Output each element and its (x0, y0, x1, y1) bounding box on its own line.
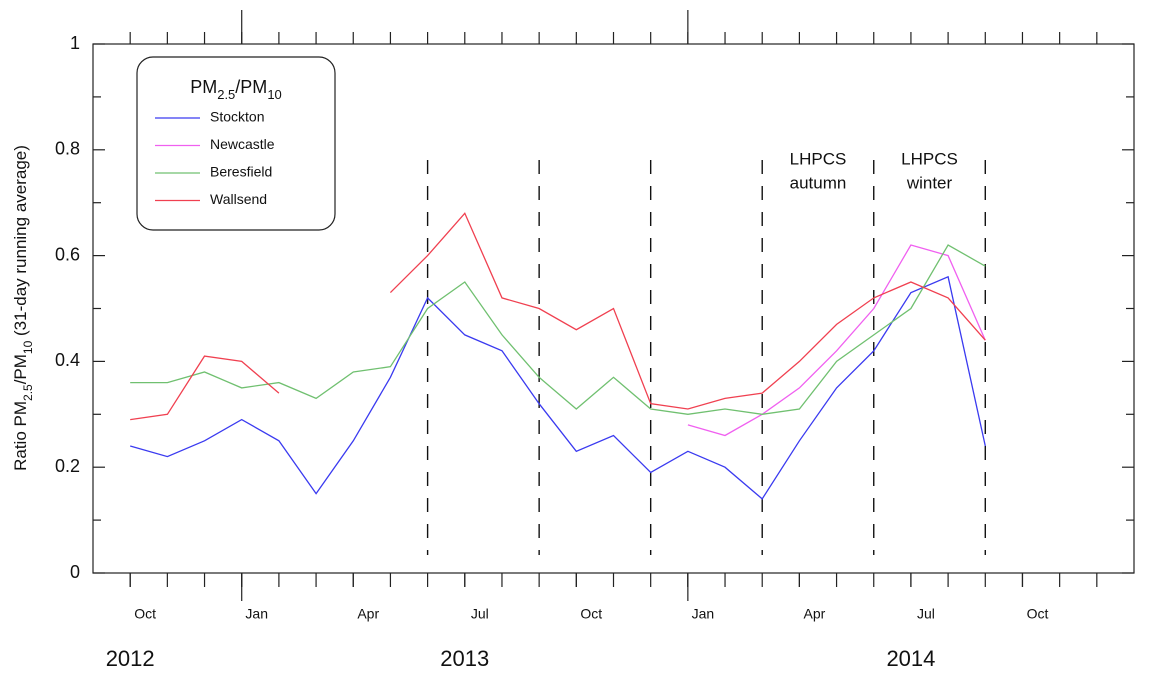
x-tick-label: Jan (245, 606, 268, 622)
x-tick-label: Apr (803, 606, 825, 622)
legend-title-part: /PM (235, 77, 267, 97)
y-tick-label: 0.6 (55, 244, 80, 264)
legend-title-part: PM (190, 77, 217, 97)
series-line (130, 355, 280, 421)
x-tick-label: Oct (1027, 606, 1049, 622)
series-line (130, 275, 986, 500)
y-tick-label: 1 (70, 33, 80, 53)
y-axis-label-part: 10 (21, 340, 35, 354)
annotation: LHPCS (901, 149, 958, 168)
annotation: LHPCS (790, 149, 847, 168)
legend-title-part: 2.5 (217, 87, 235, 102)
y-axis-label-part: (31-day running average) (11, 145, 30, 341)
y-tick-label: 0 (70, 562, 80, 582)
y-axis-label: Ratio PM2.5/PM10 (31-day running average… (11, 145, 35, 471)
y-axis-label-part: /PM (11, 354, 30, 384)
x-tick-label: Jul (471, 606, 489, 622)
y-tick-label: 0.4 (55, 350, 80, 370)
legend-title: PM2.5/PM10 (190, 77, 282, 102)
y-tick-label: 0.8 (55, 139, 80, 159)
x-tick-label: Oct (134, 606, 156, 622)
x-tick-label: Jul (917, 606, 935, 622)
x-tick-label: Oct (580, 606, 602, 622)
legend-box (136, 56, 336, 231)
series-line (687, 244, 986, 437)
legend-label: Stockton (210, 109, 264, 125)
legend-label: Wallsend (210, 191, 267, 207)
annotation: winter (906, 173, 953, 192)
y-tick-label: 0.2 (55, 456, 80, 476)
series-line (389, 212, 986, 410)
annotation: autumn (790, 173, 847, 192)
year-label: 2013 (440, 646, 489, 671)
legend-label: Beresfield (210, 164, 272, 180)
year-label: 2012 (106, 646, 155, 671)
y-axis-label-part: Ratio PM (11, 401, 30, 471)
legend-title-part: 10 (267, 87, 281, 102)
legend-label: Newcastle (210, 136, 275, 152)
x-tick-label: Jan (692, 606, 715, 622)
y-axis-label-part: 2.5 (21, 384, 35, 401)
series-line (130, 244, 986, 415)
year-label: 2014 (886, 646, 935, 671)
x-tick-label: Apr (357, 606, 379, 622)
